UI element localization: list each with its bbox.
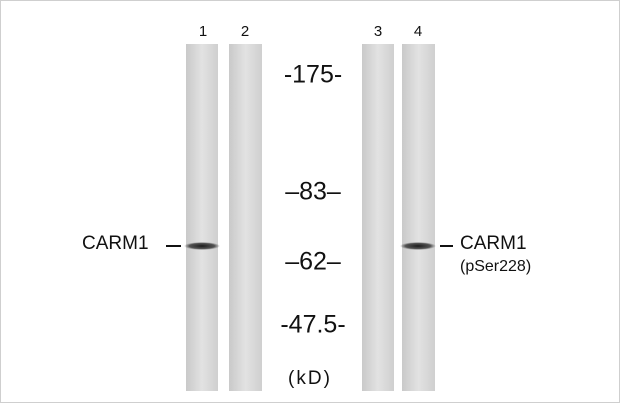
- band: [184, 242, 220, 250]
- lane-label: 3: [374, 23, 382, 40]
- marker-label: -47.5-: [280, 311, 345, 339]
- page: 1 2 3 4 -175- –83– –62– -47.5- (kD) CARM…: [0, 0, 620, 403]
- lane: [402, 44, 435, 391]
- lane: [186, 44, 218, 391]
- marker-label: –62–: [285, 248, 341, 276]
- lane: [362, 44, 394, 391]
- unit-label: (kD): [288, 368, 332, 389]
- marker-label: –83–: [285, 178, 341, 206]
- band: [400, 242, 436, 250]
- lane-label: 2: [241, 23, 249, 40]
- lane: [229, 44, 262, 391]
- band-label: CARM1: [82, 233, 149, 254]
- band-label: CARM1: [460, 233, 527, 254]
- marker-label: -175-: [284, 61, 342, 89]
- lane-label: 1: [199, 23, 207, 40]
- lane-label: 4: [414, 23, 422, 40]
- blot-figure: 1 2 3 4 -175- –83– –62– -47.5- (kD) CARM…: [0, 0, 620, 403]
- band-detail: (pSer228): [460, 258, 531, 275]
